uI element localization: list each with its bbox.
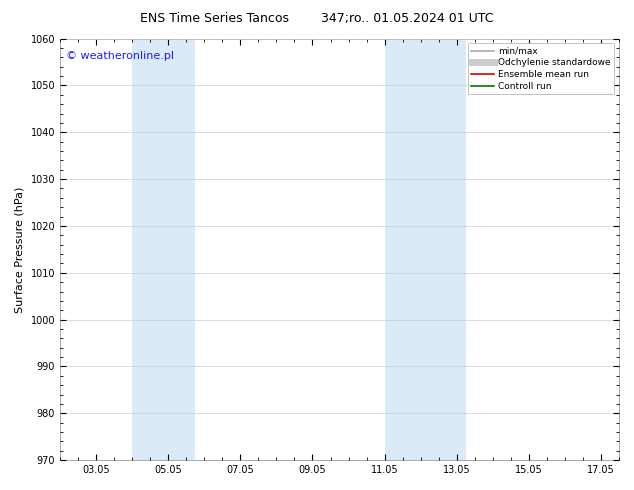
Text: ENS Time Series Tancos        347;ro.. 01.05.2024 01 UTC: ENS Time Series Tancos 347;ro.. 01.05.20… bbox=[140, 12, 494, 25]
Text: © weatheronline.pl: © weatheronline.pl bbox=[66, 51, 174, 61]
Bar bbox=[385, 39, 466, 460]
Legend: min/max, Odchylenie standardowe, Ensemble mean run, Controll run: min/max, Odchylenie standardowe, Ensembl… bbox=[467, 43, 614, 95]
Bar bbox=[132, 39, 195, 460]
Y-axis label: Surface Pressure (hPa): Surface Pressure (hPa) bbox=[15, 186, 25, 313]
